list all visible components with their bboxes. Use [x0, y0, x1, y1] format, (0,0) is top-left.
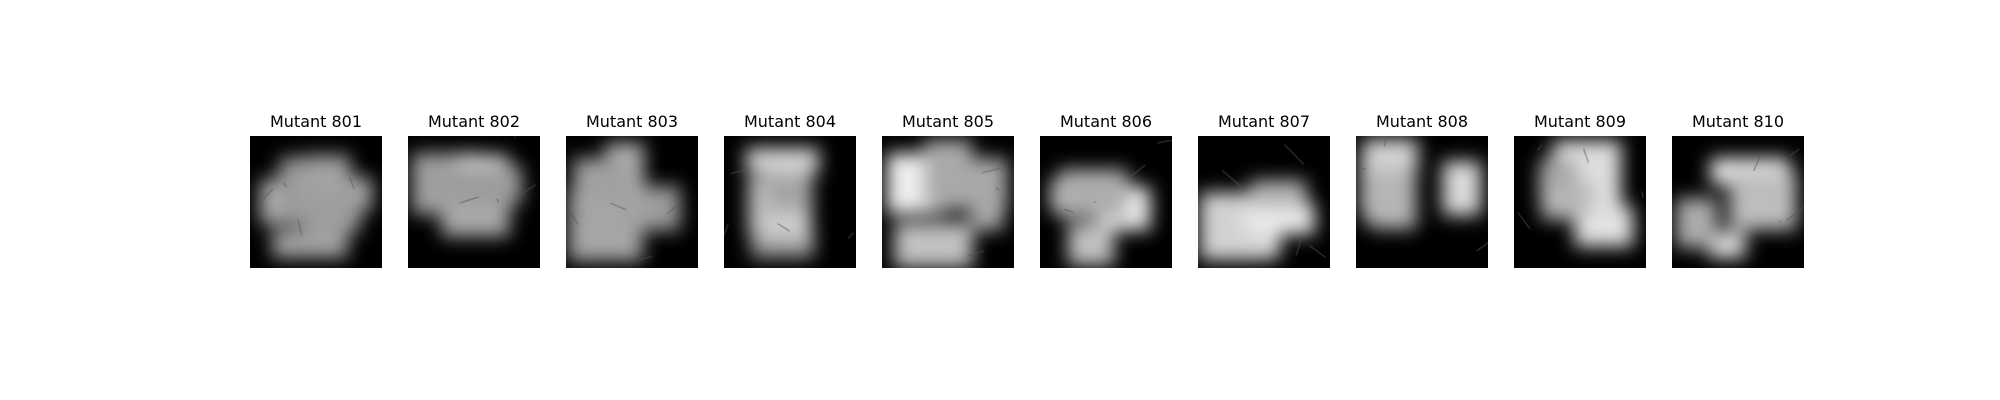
panel-mutant-805: Mutant 805: [882, 112, 1014, 268]
panel-title: Mutant 801: [269, 112, 363, 131]
mutant-image: [566, 136, 698, 268]
panel-title: Mutant 809: [1533, 112, 1627, 131]
mutant-image: [724, 136, 856, 268]
mutant-image: [882, 136, 1014, 268]
panel-title: Mutant 805: [901, 112, 995, 131]
mutant-image: [1356, 136, 1488, 268]
panel-title: Mutant 802: [427, 112, 521, 131]
panel-mutant-809: Mutant 809: [1514, 112, 1646, 268]
mutant-image: [1198, 136, 1330, 268]
panel-mutant-802: Mutant 802: [408, 112, 540, 268]
panel-mutant-807: Mutant 807: [1198, 112, 1330, 268]
mutant-image: [1514, 136, 1646, 268]
panel-mutant-801: Mutant 801: [250, 112, 382, 268]
panel-title: Mutant 806: [1059, 112, 1153, 131]
panel-title: Mutant 807: [1217, 112, 1311, 131]
panel-mutant-803: Mutant 803: [566, 112, 698, 268]
panel-mutant-808: Mutant 808: [1356, 112, 1488, 268]
panel-mutant-806: Mutant 806: [1040, 112, 1172, 268]
panel-title: Mutant 808: [1375, 112, 1469, 131]
mutant-image: [1040, 136, 1172, 268]
panel-mutant-810: Mutant 810: [1672, 112, 1804, 268]
panel-title: Mutant 803: [585, 112, 679, 131]
mutant-image: [408, 136, 540, 268]
panel-title: Mutant 804: [743, 112, 837, 131]
panel-mutant-804: Mutant 804: [724, 112, 856, 268]
panel-title: Mutant 810: [1691, 112, 1785, 131]
mutant-image: [250, 136, 382, 268]
mutant-image: [1672, 136, 1804, 268]
